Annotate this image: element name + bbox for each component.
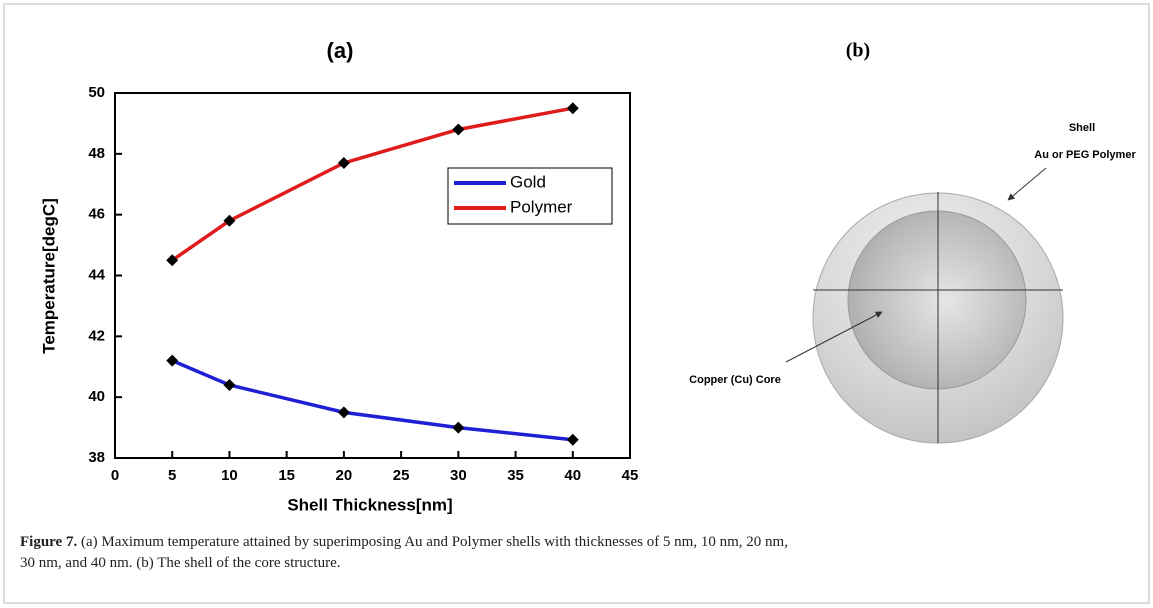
legend-label: Gold	[510, 172, 546, 191]
y-tick-label: 48	[88, 145, 105, 162]
x-tick-label: 0	[111, 467, 119, 484]
marker	[166, 355, 178, 367]
marker	[223, 379, 235, 391]
y-tick-label: 44	[88, 266, 105, 283]
caption-line: Figure 7. (a) Maximum temperature attain…	[20, 532, 1130, 553]
y-axis-label: Temperature[degC]	[39, 198, 58, 354]
chart-title: (a)	[327, 38, 354, 63]
shell-title: Shell	[1069, 122, 1095, 134]
y-tick-label: 38	[88, 449, 105, 466]
series-line	[172, 361, 573, 440]
x-tick-label: 35	[507, 467, 524, 484]
x-axis-label: Shell Thickness[nm]	[287, 495, 452, 514]
x-tick-label: 20	[336, 467, 353, 484]
marker	[452, 422, 464, 434]
caption-text: (a) Maximum temperature attained by supe…	[81, 534, 788, 550]
diagram: (b) Shell Au or PEG Polymer Copper (Cu) …	[689, 40, 1136, 443]
core-label: Copper (Cu) Core	[689, 374, 781, 386]
x-tick-label: 30	[450, 467, 467, 484]
caption-label: Figure 7.	[20, 534, 77, 550]
x-tick-label: 15	[278, 467, 295, 484]
plot-frame	[115, 93, 630, 458]
caption-line: 30 nm, and 40 nm. (b) The shell of the c…	[20, 553, 1130, 574]
marker	[567, 102, 579, 114]
figure: (a) Temperature[degC] Shell Thickness[nm…	[0, 0, 1153, 608]
arrow	[1008, 168, 1046, 200]
x-tick-label: 10	[221, 467, 238, 484]
marker	[338, 406, 350, 418]
caption: Figure 7. (a) Maximum temperature attain…	[20, 532, 1130, 574]
y-tick-label: 46	[88, 206, 105, 223]
y-tick-label: 42	[88, 327, 105, 344]
page: (a) Temperature[degC] Shell Thickness[nm…	[0, 0, 1153, 608]
marker	[338, 157, 350, 169]
panel-label: (b)	[846, 40, 870, 62]
y-tick-label: 50	[88, 84, 105, 101]
x-tick-label: 25	[393, 467, 410, 484]
y-tick-label: 40	[88, 388, 105, 405]
legend-label: Polymer	[510, 197, 573, 216]
x-tick-label: 5	[168, 467, 176, 484]
core	[848, 211, 1026, 389]
marker	[452, 124, 464, 136]
marker	[567, 434, 579, 446]
x-tick-label: 45	[622, 467, 639, 484]
shell-material: Au or PEG Polymer	[1034, 149, 1136, 161]
x-tick-label: 40	[564, 467, 581, 484]
